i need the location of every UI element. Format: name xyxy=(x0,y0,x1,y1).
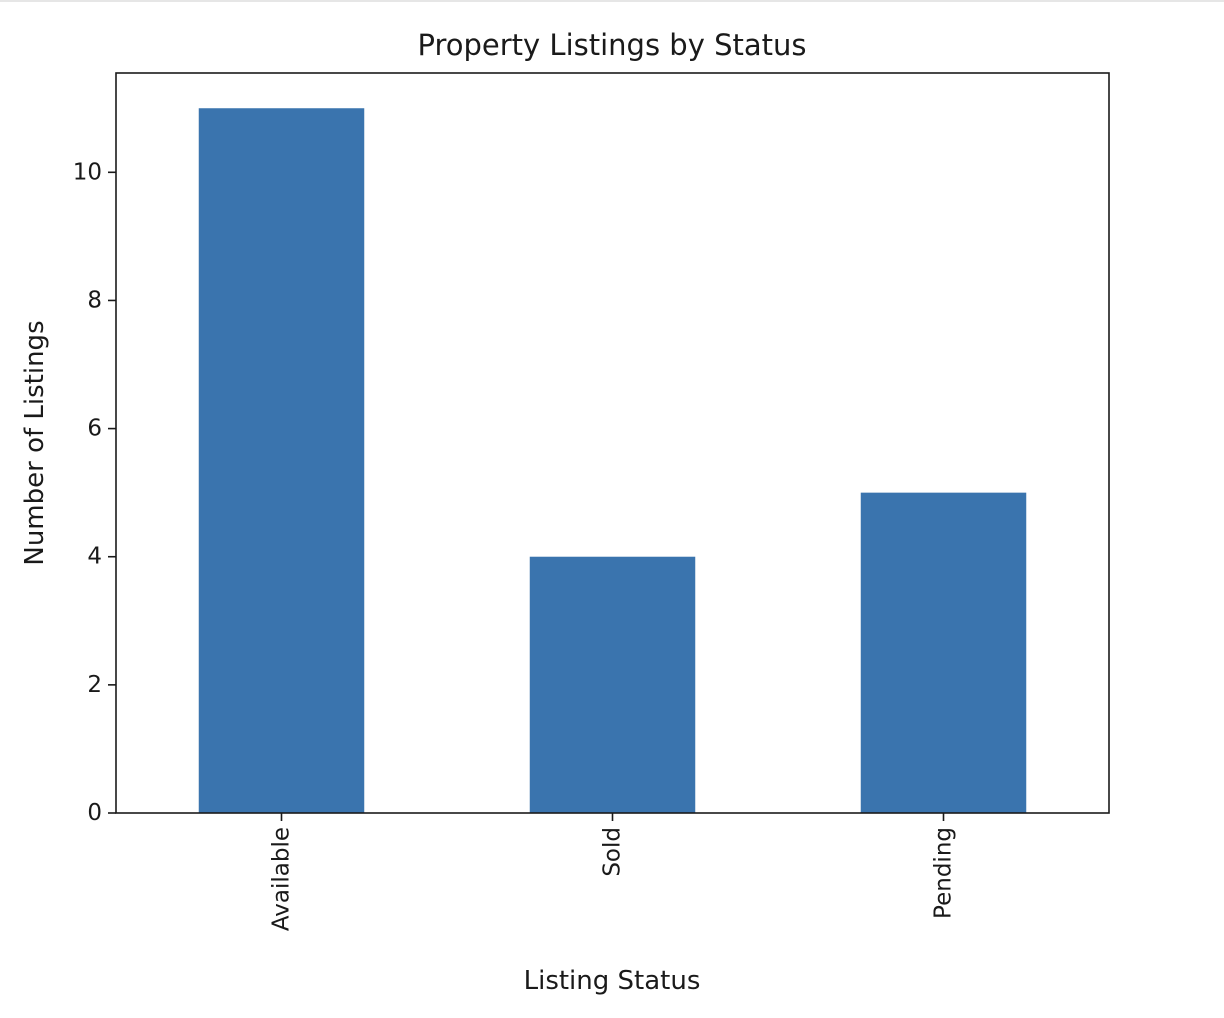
x-axis-label: Listing Status xyxy=(524,966,701,996)
bar-sold xyxy=(529,556,696,813)
x-axis: Available Sold Pending xyxy=(269,813,957,931)
x-tick-label: Available xyxy=(269,827,295,931)
y-tick-label: 2 xyxy=(87,672,102,698)
bar-pending xyxy=(860,492,1027,813)
y-tick-label: 4 xyxy=(87,544,102,570)
y-axis-label: Number of Listings xyxy=(20,320,50,565)
chart-title: Property Listings by Status xyxy=(418,28,807,62)
y-tick-label: 6 xyxy=(87,416,102,442)
y-tick-label: 10 xyxy=(73,159,102,185)
y-tick-label: 8 xyxy=(87,287,102,313)
y-axis: 0 2 4 6 8 10 xyxy=(73,159,116,826)
top-divider xyxy=(0,0,1224,2)
x-tick-label: Pending xyxy=(931,827,957,919)
x-tick-label: Sold xyxy=(600,827,626,877)
y-tick-label: 0 xyxy=(87,800,102,826)
bar-available xyxy=(198,108,365,813)
bars-layer xyxy=(198,108,1027,813)
